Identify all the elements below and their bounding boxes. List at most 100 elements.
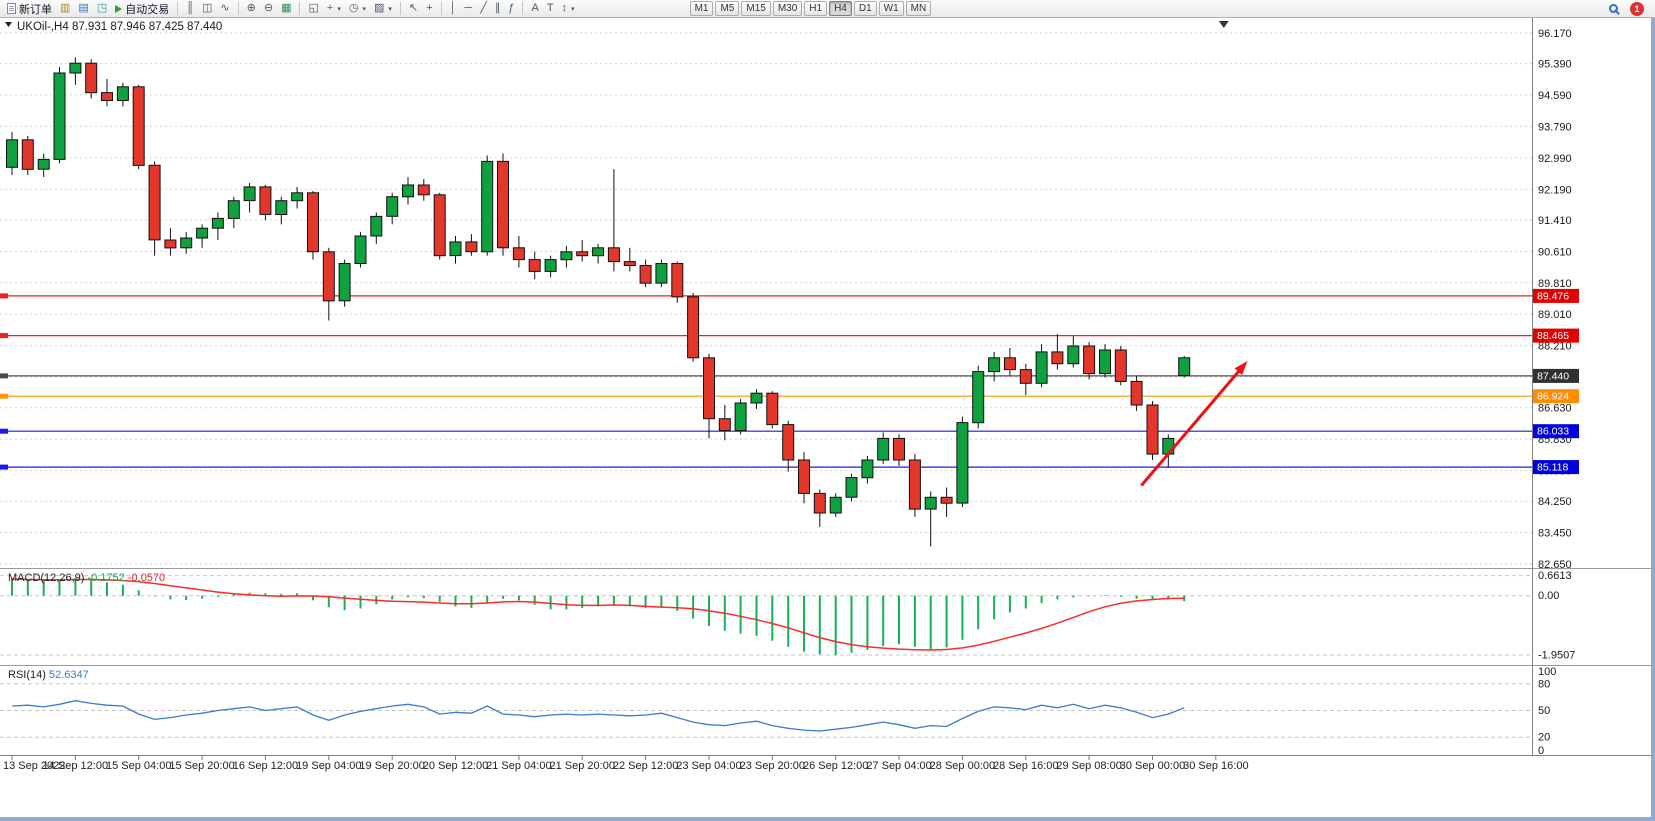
grid-icon: ▦ (281, 2, 292, 14)
candle-body (607, 247, 620, 263)
candle-body (116, 86, 129, 102)
candle-body (813, 492, 826, 514)
timeframe-m30-button[interactable]: M30 (772, 1, 803, 16)
timeframe-mn-button[interactable]: MN (905, 1, 932, 16)
charts-button[interactable]: ▥ (56, 1, 74, 17)
candle-body (21, 139, 34, 170)
price-axis-label: 83.450 (1538, 528, 1572, 540)
trendline-button[interactable]: ╱ (476, 1, 491, 17)
search-button[interactable] (1605, 1, 1622, 17)
candle-body (259, 186, 272, 215)
autotrading-button[interactable]: 自动交易 (111, 1, 173, 17)
chart-canvas[interactable]: 96.170 95.390 94.590 93.790 92.990 92.190 91.4… (0, 18, 1655, 821)
candle-body (1067, 345, 1080, 365)
candle-body (1083, 345, 1096, 374)
trend-arrow-head[interactable] (1234, 361, 1248, 375)
macd-axis-label: -1.9507 (1538, 649, 1575, 661)
toolbar-separator (399, 2, 401, 15)
vertical-line-button[interactable]: │ (446, 1, 461, 17)
navigator-button[interactable]: ◳ (93, 1, 111, 17)
label-button[interactable]: T (543, 1, 558, 17)
candle-body (402, 184, 414, 198)
rsi-label: RSI(14) 52.6347 (8, 669, 89, 681)
price-axis-label: 90.610 (1538, 246, 1572, 258)
candle-body (322, 251, 335, 302)
indicators-button[interactable]: + ▾ (323, 1, 345, 17)
zoom-in-button[interactable]: ⊕ (243, 1, 260, 17)
candle-body (433, 194, 446, 257)
vertical-line-icon: │ (449, 2, 457, 14)
candle-body (1035, 351, 1048, 384)
new-order-button[interactable]: 新订单 (3, 1, 56, 17)
line-chart-icon: ∿ (220, 2, 230, 14)
chart-shift-marker (1218, 21, 1229, 28)
toolbar-left-icons: ▥ ▤ ◳ (56, 1, 111, 17)
timeframe-w1-button[interactable]: W1 (878, 1, 904, 16)
bar-chart-button[interactable]: ║ (182, 1, 198, 17)
navigator-icon: ◳ (96, 2, 108, 14)
arrows-button[interactable]: ↕ ▾ (558, 1, 579, 17)
price-axis-label: 92.190 (1538, 184, 1572, 196)
time-axis-label: 19 Sep 04:00 (296, 760, 361, 772)
candle-body (576, 251, 589, 257)
timeframe-d1-button[interactable]: D1 (853, 1, 877, 16)
candle-body (1178, 357, 1191, 376)
periods-button[interactable]: ◷ ▾ (345, 1, 370, 17)
candle-body (291, 192, 304, 202)
time-axis-label: 15 Sep 20:00 (169, 760, 234, 772)
candle-body (497, 160, 509, 249)
market-watch-button[interactable]: ▤ (74, 1, 92, 17)
price-axis-label: 91.410 (1538, 215, 1572, 227)
rsi-line (11, 700, 1185, 732)
macd-axis-label: 0.6613 (1538, 570, 1572, 582)
dropdown-caret-icon: ▾ (571, 5, 575, 13)
timeframe-h1-button[interactable]: H1 (804, 1, 828, 16)
price-tag-label: 86.033 (1537, 426, 1569, 438)
rsi-axis-label: 50 (1538, 705, 1550, 717)
candle-body (988, 357, 1001, 373)
candle-body (782, 424, 795, 461)
rsi-axis-label: 80 (1538, 678, 1550, 690)
candle-body (1146, 404, 1159, 455)
indicators-icon: + (326, 2, 334, 14)
line-chart-button[interactable]: ∿ (216, 1, 233, 17)
candle-body (544, 259, 557, 272)
autotrading-label: 自动交易 (125, 3, 170, 16)
candle-body (465, 241, 478, 253)
crosshair-button[interactable]: + (422, 1, 436, 17)
horizontal-line-button[interactable]: ─ (460, 1, 476, 17)
timeframe-m15-button[interactable]: M15 (741, 1, 771, 16)
time-axis-label: 26 Sep 12:00 (803, 760, 868, 772)
candlestick-chart-button[interactable]: ◫ (198, 1, 216, 17)
timeframe-h4-button[interactable]: H4 (829, 1, 852, 16)
candle-body (750, 392, 763, 404)
text-button[interactable]: A (527, 1, 542, 17)
time-axis-label: 30 Sep 16:00 (1183, 760, 1248, 772)
candle-body (69, 62, 82, 74)
cursor-icon: ↖ (408, 2, 419, 14)
hline-left-marker (0, 293, 8, 299)
grid-button[interactable]: ▦ (277, 1, 295, 17)
candle-body (417, 184, 430, 196)
timeframe-m5-button[interactable]: M5 (715, 1, 740, 16)
trend-arrow-line[interactable] (1140, 366, 1243, 487)
time-axis-label: 19 Sep 20:00 (359, 760, 424, 772)
timeframe-m1-button[interactable]: M1 (689, 1, 714, 16)
templates-button[interactable]: ▨ ▾ (370, 1, 396, 17)
candle-body (85, 62, 98, 94)
periods-icon: ◷ (348, 2, 359, 14)
crosshair-icon: + (426, 2, 433, 14)
candle-body (829, 496, 842, 514)
channel-button[interactable]: ∥ (491, 1, 505, 17)
price-axis-label: 93.790 (1538, 121, 1572, 133)
fibonacci-button[interactable]: ƒ (504, 1, 518, 17)
notification-badge[interactable]: 1 (1630, 1, 1644, 16)
time-axis-label: 23 Sep 20:00 (740, 760, 805, 772)
toolbar-right: 1 (1605, 1, 1652, 17)
candle-body (211, 217, 224, 229)
zoom-out-button[interactable]: ⊖ (260, 1, 277, 17)
cursor-button[interactable]: ↖ (405, 1, 422, 17)
tile-windows-button[interactable]: ◱ (304, 1, 322, 17)
candle-body (623, 261, 636, 267)
symbol-dropdown-icon[interactable] (5, 22, 12, 27)
